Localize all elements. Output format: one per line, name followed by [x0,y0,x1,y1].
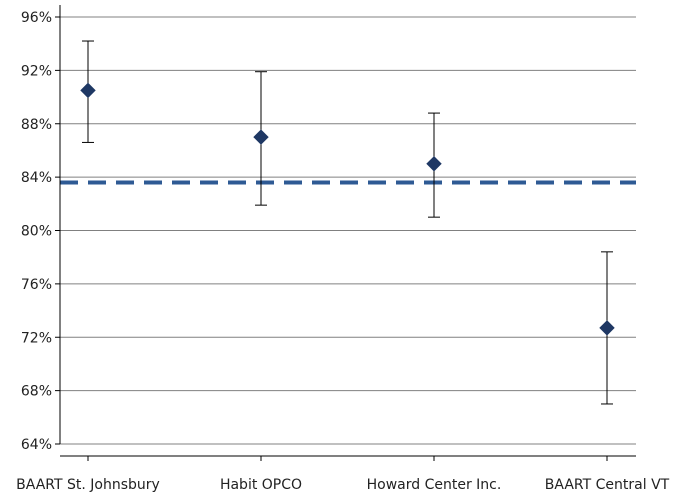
y-tick-label: 72% [21,330,52,346]
data-point [253,129,269,145]
y-tick-label: 96% [21,10,52,26]
y-tick-label: 92% [21,63,52,79]
y-tick-label: 68% [21,384,52,400]
y-tick-label: 64% [21,437,52,453]
error-bar-layer [82,40,613,405]
label-layer: 64% 68% 72% 76% 80% 84% 88% 92% 96% BAART St. Joh… [16,10,669,493]
x-category-label: BAART St. Johnsbury [16,477,160,493]
axis-layer [55,5,636,461]
x-category-label: Howard Center Inc. [367,477,502,493]
data-point [80,82,96,99]
x-category-label: Habit OPCO [220,477,302,493]
y-tick-label: 80% [21,224,52,240]
y-tick-label: 88% [21,117,52,133]
y-tick-label: 84% [21,170,52,186]
data-point [426,156,442,172]
y-tick-label: 76% [21,277,52,293]
data-point [599,320,615,336]
point-layer [80,82,615,336]
grid-layer [60,16,636,445]
x-category-label: BAART Central VT [545,477,670,493]
